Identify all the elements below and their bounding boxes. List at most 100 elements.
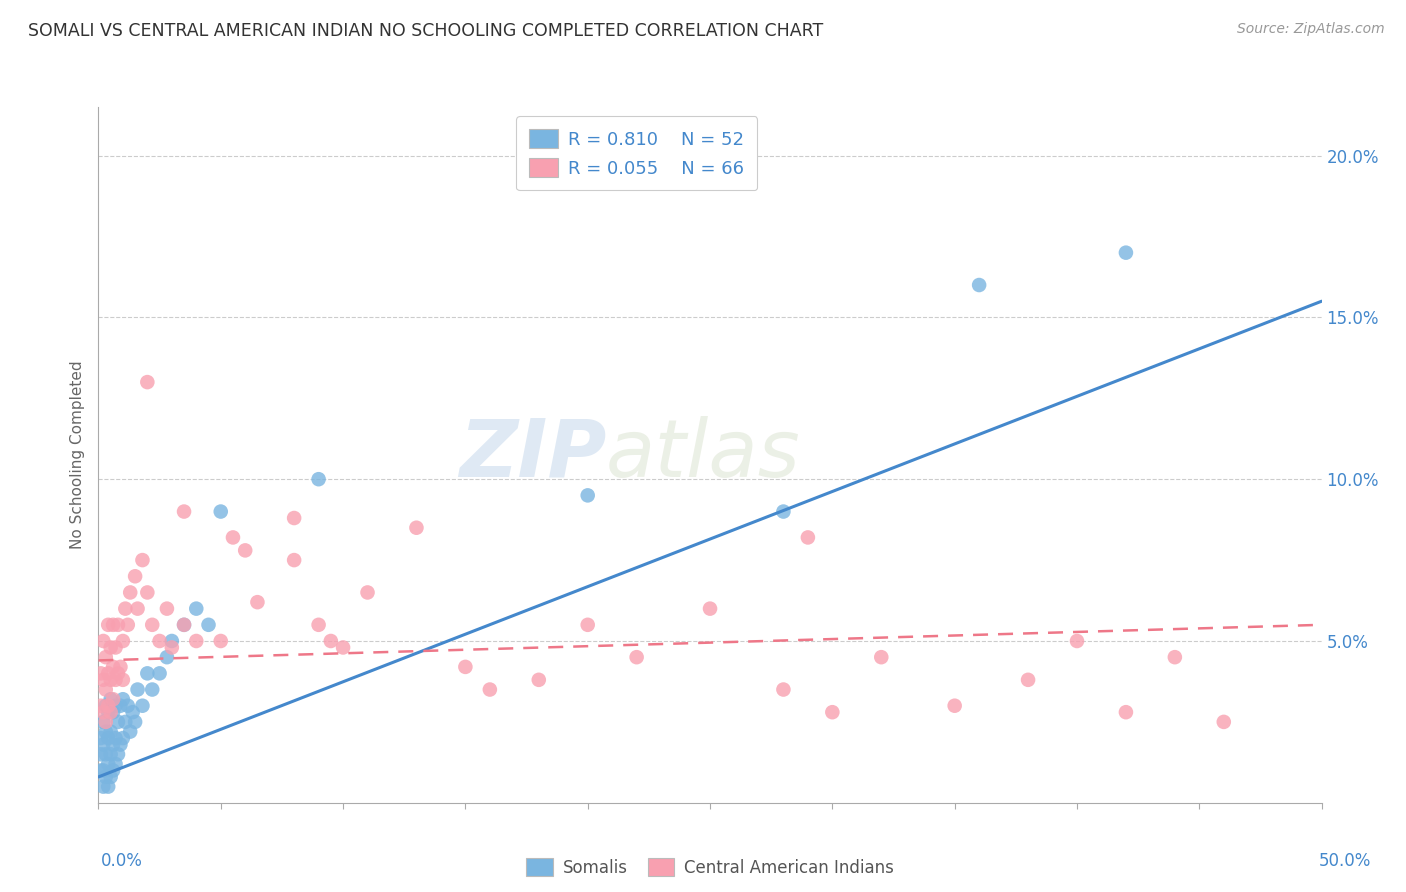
Point (1212, 714, 1234, 729)
Point (797, 531, 820, 545)
Point (186, 601, 208, 615)
Point (104, 698, 127, 713)
Point (283, 553, 305, 567)
Point (308, 617, 330, 632)
Point (97, 666, 120, 681)
Point (136, 375, 159, 389)
Text: SOMALI VS CENTRAL AMERICAN INDIAN NO SCHOOLING COMPLETED CORRELATION CHART: SOMALI VS CENTRAL AMERICAN INDIAN NO SCH… (28, 22, 824, 40)
Point (156, 650, 179, 665)
Text: Source: ZipAtlas.com: Source: ZipAtlas.com (1237, 22, 1385, 37)
Point (94, 650, 117, 665)
Point (90, 747, 112, 762)
Point (283, 511, 305, 525)
Point (94, 770, 117, 784)
Point (233, 543, 256, 558)
Point (332, 640, 354, 655)
Point (107, 666, 129, 681)
Point (94, 698, 117, 713)
Text: atlas: atlas (606, 416, 801, 494)
Point (101, 738, 124, 752)
Point (91, 714, 114, 729)
Point (100, 640, 122, 655)
Point (1115, 245, 1137, 260)
Point (90, 698, 112, 713)
Point (90, 764, 112, 778)
Point (136, 666, 159, 681)
Point (90, 666, 112, 681)
Text: 0.0%: 0.0% (101, 852, 143, 870)
Point (90, 731, 112, 745)
Point (626, 650, 648, 665)
Point (120, 724, 142, 739)
Point (772, 682, 794, 697)
Point (100, 770, 122, 784)
Point (104, 640, 127, 655)
Point (94, 724, 117, 739)
Point (772, 504, 794, 518)
Point (173, 617, 195, 632)
Point (149, 634, 172, 648)
Point (100, 673, 122, 687)
Point (97, 617, 120, 632)
Point (91, 634, 114, 648)
Point (94, 682, 117, 697)
Legend: Somalis, Central American Indians: Somalis, Central American Indians (517, 849, 903, 885)
Point (100, 724, 122, 739)
Point (246, 595, 269, 609)
Point (1164, 650, 1187, 665)
Point (110, 698, 132, 713)
Point (173, 617, 195, 632)
Point (91, 673, 114, 687)
Point (100, 692, 122, 706)
Point (120, 585, 142, 599)
Point (100, 705, 122, 719)
Point (209, 504, 232, 518)
Point (160, 640, 183, 655)
Point (114, 714, 136, 729)
Point (110, 660, 132, 674)
Point (127, 682, 149, 697)
Point (97, 756, 120, 771)
Point (1115, 705, 1137, 719)
Point (94, 747, 117, 762)
Point (127, 601, 149, 615)
Y-axis label: No Schooling Completed: No Schooling Completed (70, 360, 86, 549)
Point (141, 617, 163, 632)
Point (91, 738, 114, 752)
Point (454, 660, 477, 674)
Point (117, 698, 139, 713)
Point (101, 660, 124, 674)
Point (527, 673, 550, 687)
Point (222, 531, 245, 545)
Point (131, 553, 153, 567)
Point (104, 731, 127, 745)
Point (97, 731, 120, 745)
Point (870, 650, 893, 665)
Point (131, 698, 153, 713)
Point (943, 698, 966, 713)
Point (319, 634, 342, 648)
Point (405, 521, 427, 535)
Point (101, 692, 124, 706)
Point (104, 673, 127, 687)
Point (117, 617, 139, 632)
Point (94, 714, 117, 729)
Point (124, 569, 146, 583)
Text: 50.0%: 50.0% (1319, 852, 1371, 870)
Point (209, 634, 232, 648)
Point (107, 617, 129, 632)
Point (114, 601, 136, 615)
Point (156, 601, 179, 615)
Point (576, 617, 599, 632)
Point (111, 731, 134, 745)
Point (97, 705, 120, 719)
Point (91, 780, 114, 794)
Point (111, 692, 134, 706)
Text: ZIP: ZIP (458, 416, 606, 494)
Point (101, 705, 124, 719)
Point (1017, 673, 1039, 687)
Point (100, 747, 122, 762)
Point (111, 634, 134, 648)
Point (160, 634, 183, 648)
Point (111, 673, 134, 687)
